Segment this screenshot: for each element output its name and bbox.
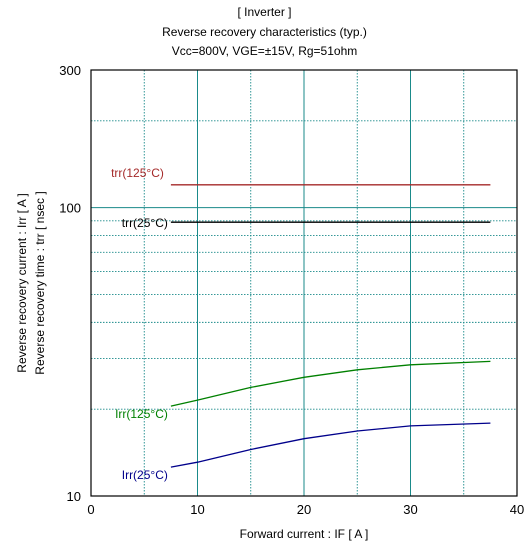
chart-title-line-2: Reverse recovery characteristics (typ.) xyxy=(162,25,367,39)
series-line-3 xyxy=(170,422,491,468)
x-tick-label: 10 xyxy=(190,502,204,517)
x-tick-label: 40 xyxy=(510,502,524,517)
y-tick-label: 100 xyxy=(59,201,81,216)
chart-subtitle-conditions: Vcc=800V, VGE=±15V, Rg=51ohm xyxy=(171,44,358,58)
plot-frame xyxy=(90,69,518,497)
x-tick-label: 0 xyxy=(87,502,94,517)
series-label-2: Irr(125°C) xyxy=(115,407,168,421)
series-layer: trr(125°C) trr(25°C) Irr(125°C) Irr(25°C) xyxy=(111,166,491,482)
x-tick-label: 30 xyxy=(403,502,417,517)
x-axis-label: Forward current : IF [ A ] xyxy=(240,527,369,541)
series-label-3: Irr(25°C) xyxy=(122,468,168,482)
series-label-0: trr(125°C) xyxy=(111,166,164,180)
y-axis-label-time: Reverse recovery time : trr [ nsec ] xyxy=(33,191,47,374)
series-line-2 xyxy=(170,360,491,407)
chart-title-line-1: [ Inverter ] xyxy=(237,5,292,19)
y-tick-label: 300 xyxy=(59,63,81,78)
series-label-1: trr(25°C) xyxy=(122,216,168,230)
grid-layer xyxy=(91,70,517,496)
y-tick-label: 10 xyxy=(67,489,81,504)
x-tick-label: 20 xyxy=(297,502,311,517)
tick-layer: 0 10 20 30 40 10 100 300 xyxy=(59,63,524,517)
y-axis-label-current: Reverse recovery current : Irr [ A ] xyxy=(15,193,29,372)
